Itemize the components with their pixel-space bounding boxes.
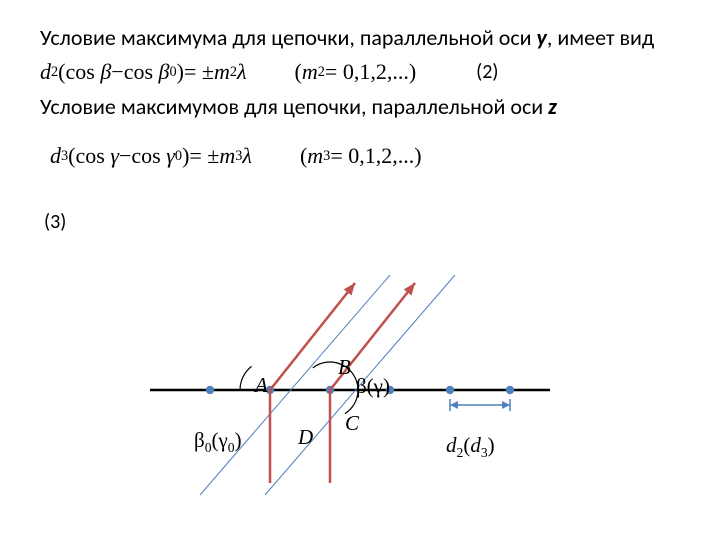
eq3-ang2: γ	[166, 143, 175, 169]
eq2-cos2: cos	[124, 59, 153, 85]
eq3-range-rest: = 0,1,2,...	[330, 143, 414, 169]
eq3-range-m: m	[307, 143, 323, 169]
para1-text-a: Условие максимума для цепочки, параллель…	[40, 24, 537, 51]
label-A: A	[255, 373, 268, 398]
diffraction-diagram: A B C D β0(γ0) β(γ) d2(d3)	[140, 270, 560, 500]
eq3-m: m	[219, 143, 235, 169]
eq3-eq: = ±	[189, 143, 219, 169]
eq3-range-open: (	[300, 143, 307, 169]
label-B: B	[338, 355, 351, 380]
label-d2: d2(d3)	[446, 433, 495, 458]
eq2-minus: −	[111, 59, 123, 85]
eq3-minus: −	[119, 143, 131, 169]
eq3-close: )	[182, 143, 189, 169]
label-beta: β(γ)	[356, 374, 390, 399]
eq3-range-close: )	[414, 143, 421, 169]
diagram-svg	[140, 270, 560, 500]
eq2-range-m: m	[302, 59, 318, 85]
eq2-range-rest: = 0,1,2,...	[325, 59, 409, 85]
eq3-d: d	[50, 143, 61, 169]
eq3-number: (3)	[44, 210, 66, 234]
eq3-cos1: cos	[75, 143, 104, 169]
eq2-range-open: (	[295, 59, 302, 85]
paragraph-2: Условие максимумов для цепочки, параллел…	[40, 93, 680, 122]
label-beta0: β0(γ0)	[194, 428, 242, 453]
label-C: C	[345, 411, 359, 436]
eq2-close: )	[177, 59, 184, 85]
eq2-ang2: β	[159, 59, 170, 85]
equation-2: d2(cos β − cos β0) = ±m2λ (m2 = 0,1,2,..…	[40, 59, 680, 85]
paragraph-1: Условие максимума для цепочки, параллель…	[40, 24, 680, 53]
label-D: D	[298, 425, 313, 450]
para2-axis: z	[548, 93, 557, 120]
eq2-m: m	[214, 59, 230, 85]
eq3-ang1: γ	[110, 143, 119, 169]
eq3-lambda: λ	[242, 143, 252, 169]
equation-3: d3(cos γ − cos γ0) = ±m3λ (m3 = 0,1,2,..…	[50, 143, 680, 169]
eq2-ang1: β	[100, 59, 111, 85]
para1-axis: y	[537, 24, 547, 51]
eq3-cos2: cos	[131, 143, 160, 169]
eq2-d: d	[40, 59, 51, 85]
para2-text-a: Условие максимумов для цепочки, параллел…	[40, 93, 548, 120]
eq2-number: (2)	[476, 60, 498, 84]
eq2-range-close: )	[409, 59, 416, 85]
eq2-cos1: cos	[65, 59, 94, 85]
eq2-eq: = ±	[184, 59, 214, 85]
para1-text-b: , имеет вид	[547, 24, 654, 51]
eq2-open: (	[58, 59, 65, 85]
eq3-open: (	[68, 143, 75, 169]
eq2-lambda: λ	[237, 59, 247, 85]
